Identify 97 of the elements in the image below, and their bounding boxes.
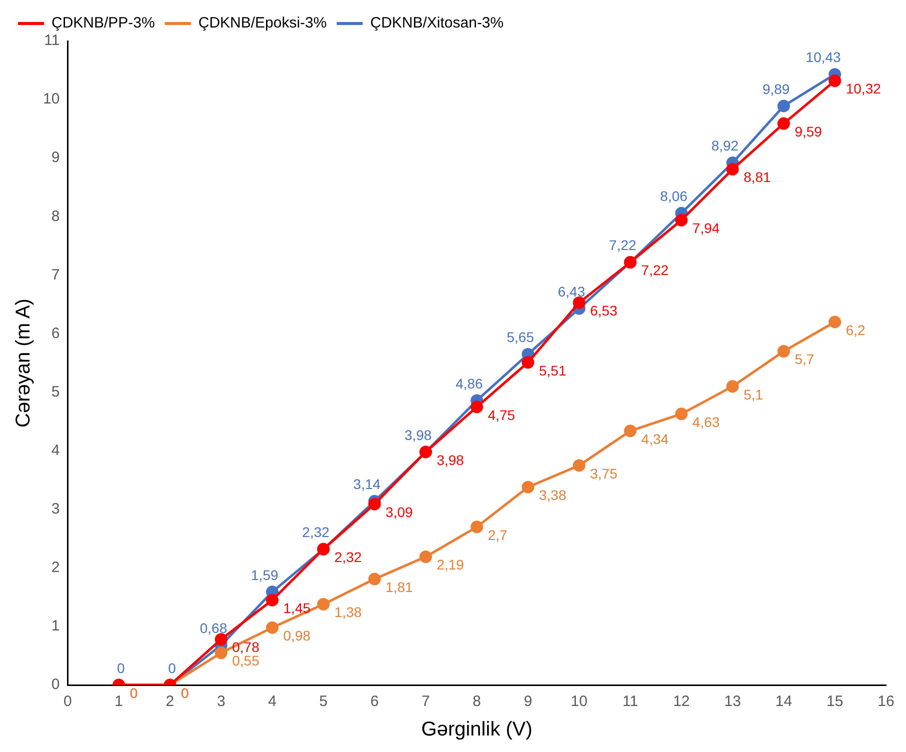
legend-label: ÇDKNB/PP-3% (52, 14, 155, 32)
data-label: 1,81 (386, 578, 414, 595)
x-tick-label: 16 (878, 693, 894, 710)
data-label: 6,53 (590, 302, 618, 319)
point (368, 498, 381, 510)
data-label: 4,86 (456, 375, 484, 392)
x-tick-label: 6 (370, 693, 379, 710)
point (777, 117, 790, 130)
data-label: 1,38 (334, 604, 362, 620)
y-tick-label: 6 (51, 324, 60, 342)
y-tick-label: 3 (51, 500, 60, 518)
data-label: 9,89 (762, 80, 790, 97)
point (522, 480, 534, 494)
y-tick-label: 11 (44, 32, 60, 50)
data-label: 2,7 (488, 526, 508, 543)
x-tick-label: 2 (166, 693, 174, 710)
data-label: 8,92 (711, 138, 739, 154)
data-label: 1,59 (251, 566, 278, 583)
x-tick-label: 4 (268, 693, 276, 710)
point (470, 400, 484, 414)
point (317, 598, 330, 610)
data-label: 8,81 (744, 169, 772, 186)
data-label: 5,1 (744, 386, 764, 402)
x-tick-label: 11 (622, 693, 638, 710)
point (777, 345, 790, 358)
x-tick-label: 14 (775, 693, 792, 710)
data-label: 10,32 (846, 80, 882, 97)
data-label: 0,68 (200, 620, 228, 636)
data-label: 0 (117, 660, 126, 676)
data-label: 8,06 (660, 188, 688, 204)
data-label: 3,09 (386, 504, 414, 520)
point (419, 550, 432, 564)
x-tick-label: 10 (570, 693, 588, 710)
data-label: 10,43 (806, 49, 842, 66)
point (368, 572, 381, 586)
point (726, 162, 739, 176)
point (214, 646, 228, 660)
data-label: 0,78 (232, 639, 260, 656)
data-label: 5,51 (538, 362, 566, 378)
data-label: 3,98 (404, 426, 432, 443)
data-label: 6,2 (846, 322, 866, 338)
x-tick-label: 5 (319, 693, 328, 710)
y-tick-label: 8 (51, 208, 60, 225)
point (624, 424, 637, 438)
y-tick-label: 2 (51, 559, 60, 576)
y-tick-label: 0 (51, 676, 60, 694)
data-label: 7,22 (609, 237, 636, 254)
data-label: 3,38 (538, 486, 566, 503)
data-label: 3,14 (353, 476, 381, 492)
data-label: 5,65 (506, 329, 534, 346)
legend-label: ÇDKNB/Epoksi-3% (198, 14, 327, 32)
data-label: 4,63 (692, 414, 720, 430)
y-tick-label: 7 (51, 266, 60, 284)
y-tick-label: 5 (51, 383, 60, 400)
point (675, 214, 688, 226)
point (522, 356, 534, 369)
point (470, 520, 484, 534)
data-label: 0,55 (232, 652, 260, 669)
x-tick-label: 8 (472, 693, 482, 710)
data-label: 3,98 (436, 452, 464, 468)
data-label: 0,98 (283, 627, 311, 644)
data-label: 7,94 (692, 220, 720, 236)
data-label: 4,34 (641, 430, 669, 447)
point (266, 594, 279, 606)
point (777, 100, 790, 112)
x-tick-label: 12 (673, 693, 690, 710)
x-tick-label: 7 (422, 693, 430, 710)
x-tick-label: 1 (114, 693, 123, 710)
data-label: 6,43 (558, 283, 586, 300)
x-tick-label: 3 (216, 693, 226, 710)
data-label: 1,45 (283, 600, 311, 616)
data-label: 3,75 (590, 465, 618, 482)
data-label: 2,32 (302, 524, 330, 540)
data-label: 9,59 (794, 123, 822, 140)
point (726, 380, 739, 393)
y-axis-title: Cərəyan (m A) (12, 298, 35, 428)
data-label: 5,7 (794, 351, 814, 368)
point (828, 74, 842, 88)
point (828, 316, 842, 328)
point (266, 621, 279, 634)
data-label: 0 (168, 660, 176, 676)
x-tick-label: 13 (724, 693, 741, 710)
y-tick-label: 9 (51, 149, 60, 166)
x-tick-label: 0 (64, 693, 72, 710)
legend-label: ÇDKNB/Xitosan-3% (370, 14, 504, 32)
data-label: 4,75 (488, 406, 516, 423)
data-label: 7,22 (641, 262, 669, 278)
y-tick-label: 10 (42, 90, 60, 108)
data-label: 2,19 (436, 556, 464, 573)
y-tick-label: 1 (51, 618, 60, 635)
data-label: 2,32 (334, 549, 362, 566)
point (675, 408, 688, 420)
x-axis-title: Gərginlik (V) (421, 718, 532, 741)
y-tick-label: 4 (51, 442, 60, 459)
x-tick-label: 15 (826, 693, 844, 710)
x-tick-label: 9 (524, 693, 532, 710)
point (572, 459, 586, 472)
